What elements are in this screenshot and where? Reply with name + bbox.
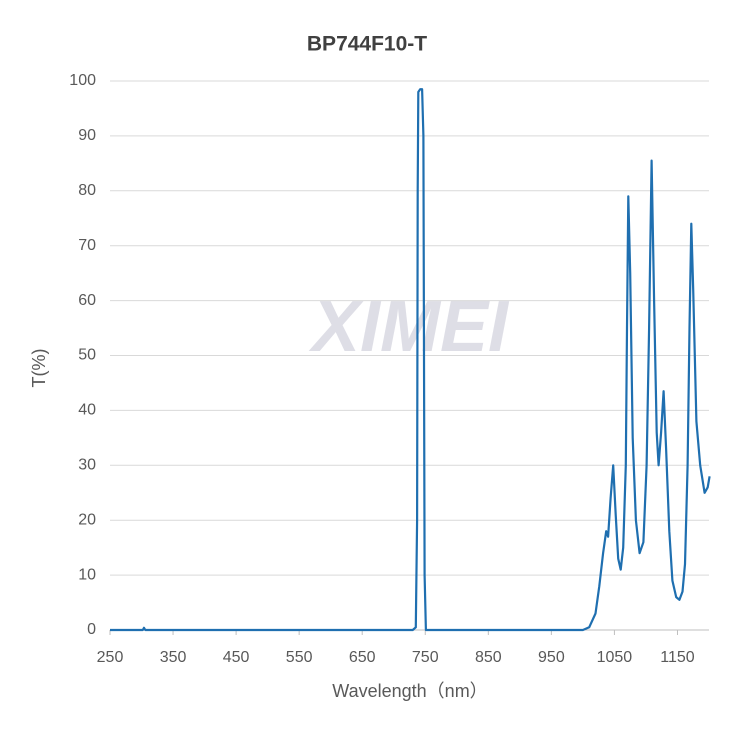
y-tick-label: 40	[78, 402, 96, 419]
x-tick-label: 850	[475, 649, 502, 666]
y-tick-label: 30	[78, 457, 96, 474]
y-tick-label: 60	[78, 292, 96, 309]
y-tick-label: 50	[78, 347, 96, 364]
x-tick-label: 1150	[660, 649, 695, 666]
x-tick-label: 650	[349, 649, 376, 666]
y-tick-label: 10	[78, 566, 96, 583]
x-tick-label: 550	[286, 649, 313, 666]
y-tick-label: 20	[78, 511, 96, 528]
x-tick-label: 950	[538, 649, 565, 666]
y-tick-label: 100	[69, 72, 96, 89]
y-tick-label: 90	[78, 127, 96, 144]
x-tick-label: 350	[160, 649, 187, 666]
data-line	[110, 88, 711, 632]
y-axis-label: T(%)	[29, 349, 49, 388]
y-tick-label: 80	[78, 182, 96, 199]
x-tick-label: 1050	[597, 649, 633, 666]
x-tick-label: 450	[223, 649, 250, 666]
x-tick-label: 250	[97, 649, 124, 666]
chart-title: BP744F10-T	[307, 33, 427, 56]
y-tick-label: 70	[78, 237, 96, 254]
y-tick-label: 0	[87, 621, 96, 638]
x-tick-label: 750	[412, 649, 439, 666]
x-axis-label: Wavelength（nm）	[332, 681, 487, 701]
